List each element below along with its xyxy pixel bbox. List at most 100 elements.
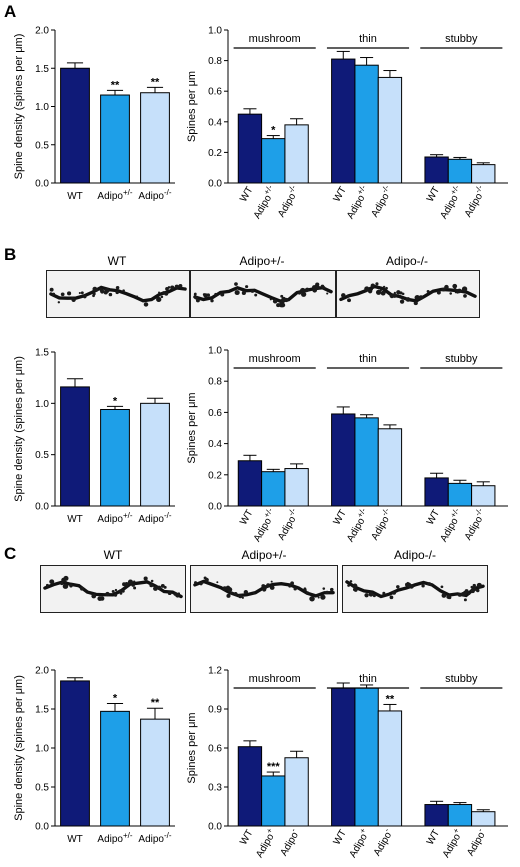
b-density-bar-0 [60, 386, 90, 507]
spine-dot [303, 588, 307, 592]
spine-dot [266, 583, 271, 588]
spine-dot [91, 593, 97, 599]
spine-dot [133, 580, 136, 583]
spine-dot [234, 290, 240, 296]
spine-dot [121, 589, 125, 593]
spine-dot [467, 592, 471, 595]
b-types-bar-1-2 [377, 428, 403, 507]
c-density-xlabel-1: Adipo+/- [97, 831, 132, 846]
spine-dot [472, 583, 476, 588]
c-types-bar-0-1 [261, 775, 286, 827]
spine-dot [252, 592, 255, 595]
a-types-xlabel-0-1: Adipo+/- [249, 183, 279, 221]
spine-dot [167, 591, 172, 596]
spine-dot [452, 283, 458, 289]
spine-dot [405, 297, 411, 302]
c-types-xlabel-0-1: Adipo+ [251, 826, 279, 860]
a-density-bar-1 [100, 94, 130, 184]
a-density-bar-2 [140, 92, 170, 184]
spine-dot [163, 585, 167, 589]
c-density-xlabel-0: WT [67, 834, 83, 845]
b-types-xlabel-2-0: WT [425, 508, 442, 527]
b-types-bar-0-0 [237, 460, 263, 507]
b-types-group-label-2: stubby [445, 353, 478, 365]
c-types-xlabel-1-0: WT [332, 828, 349, 847]
b-types-xlabel-1-1: Adipo+/- [342, 506, 372, 544]
c-density-bar-2 [140, 718, 170, 827]
spine-dot [210, 299, 214, 303]
spine-dot [470, 585, 474, 589]
spine-dot [426, 289, 430, 293]
b-density-ytick-label-1: 0.5 [35, 450, 49, 461]
spine-dot [269, 298, 272, 301]
b-types-ytick-label-0: 0.0 [208, 502, 222, 513]
spine-dot [322, 587, 326, 590]
spine-dot [115, 285, 120, 290]
c-density-bar-1-sig: * [113, 693, 118, 705]
c-density-ytick-label-2: 1.0 [35, 744, 49, 755]
b-types-chart: 0.0 0.2 0.4 0.6 0.8 1.0 Spines per μm mushroom W… [186, 346, 508, 544]
spine-dot [105, 591, 110, 597]
a-types-ytick-label-5: 1.0 [208, 26, 222, 37]
b-density-xlabel-1: Adipo+/- [97, 511, 132, 526]
spine-dot [241, 596, 244, 599]
spine-dot [114, 588, 118, 592]
a-types-ytick-label-2: 0.4 [208, 117, 222, 128]
spine-dot [317, 596, 320, 599]
b-types-xlabel-1-2: Adipo-/- [366, 506, 395, 542]
spine-dot [241, 290, 246, 295]
spine-dot [476, 582, 482, 588]
b-types-bar-2-0 [424, 477, 449, 507]
a-types-ytick-label-3: 0.6 [208, 87, 222, 98]
spine-dot [382, 591, 386, 595]
b-density-ylabel: Spine density (spines per μm) [13, 356, 25, 502]
c-density-bar-1 [100, 710, 130, 827]
a-types-xlabel-0-0: WT [238, 185, 255, 204]
spine-dot [421, 584, 425, 588]
spine-dot [238, 593, 243, 599]
spine-dot [272, 299, 278, 304]
c-types-bar-1-0 [331, 687, 356, 827]
spine-dot [325, 590, 329, 595]
spine-dot [233, 591, 238, 596]
spine-dot [320, 594, 326, 600]
spine-dot [234, 282, 238, 286]
spine-dot [143, 302, 149, 307]
c-types-bar-0-1-sig: *** [267, 761, 281, 773]
spine-dot [220, 292, 225, 297]
b-types-ylabel: Spines per μm [186, 392, 198, 463]
c-types-ytick-label-3: 0.9 [208, 705, 222, 716]
spine-dot [78, 291, 81, 295]
spine-dot [64, 580, 67, 584]
c-types-chart: 0.0 0.3 0.6 0.9 1.2 Spines per μm mushroom WT **… [186, 666, 508, 860]
spine-dot [100, 289, 105, 294]
spine-dot [280, 302, 286, 308]
micrograph-b-wt [46, 270, 190, 318]
a-density-bar-1-sig: ** [111, 79, 120, 91]
a-types-xlabel-2-0: WT [425, 185, 442, 204]
c-types-bar-2-2 [471, 811, 496, 827]
spine-dot [222, 586, 228, 591]
c-types-group-label-2: stubby [445, 673, 478, 685]
spine-dot [463, 598, 467, 602]
c-types-xlabel-2-0: WT [425, 828, 442, 847]
spine-dot [92, 286, 98, 292]
a-types-bar-2-2 [471, 164, 496, 184]
spine-dot [321, 285, 326, 290]
c-types-ytick-label-2: 0.6 [208, 744, 222, 755]
c-types-bar-1-2 [377, 710, 403, 827]
spine-dot [269, 585, 275, 590]
spine-dot [49, 287, 54, 292]
micrograph-b-ko-label: Adipo-/- [385, 254, 429, 268]
b-types-bar-1-0 [331, 413, 356, 507]
spine-dot [290, 581, 294, 586]
spine-dot [305, 287, 310, 292]
micrograph-b-wt-label: WT [107, 254, 127, 268]
spine-dot [174, 284, 179, 289]
spine-dot [380, 290, 386, 296]
a-types-bar-1-0 [331, 58, 356, 184]
spine-dot [194, 292, 197, 296]
c-types-bar-0-2 [284, 757, 309, 827]
spine-dot [156, 585, 162, 591]
spine-dot [393, 291, 396, 294]
